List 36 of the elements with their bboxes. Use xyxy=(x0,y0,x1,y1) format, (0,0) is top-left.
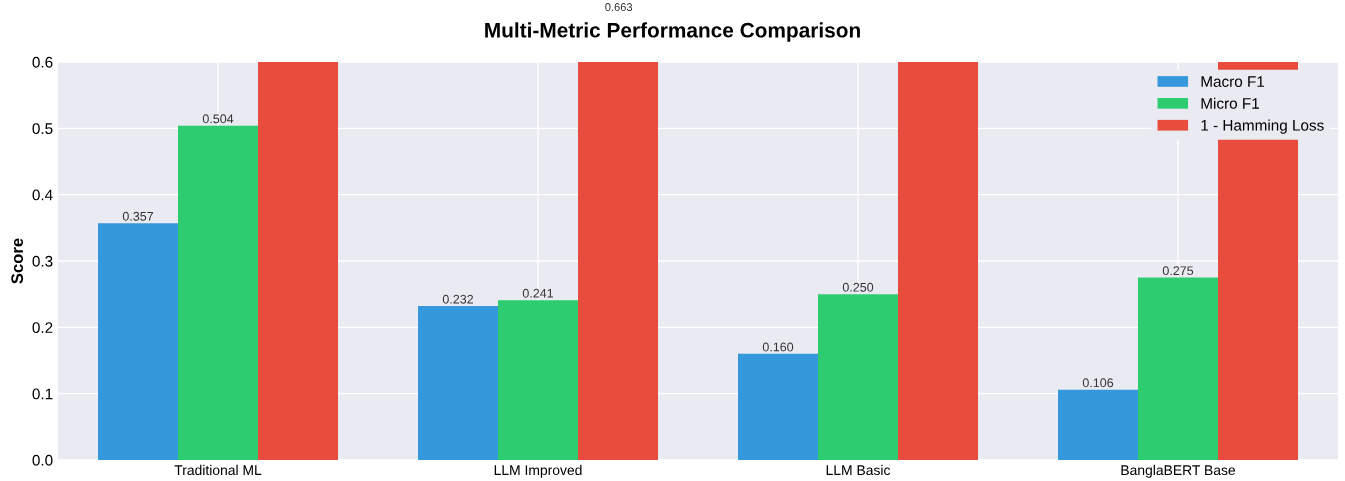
data-label: 0.357 xyxy=(122,211,154,221)
bar xyxy=(1058,389,1138,460)
x-tick-label: LLM Basic xyxy=(826,464,891,476)
bar xyxy=(98,223,178,460)
bar xyxy=(418,306,498,460)
y-axis-title: Score xyxy=(11,238,24,284)
bar xyxy=(818,294,898,460)
bar xyxy=(578,62,658,460)
data-label: 0.106 xyxy=(1082,378,1114,388)
y-tick-label: 0.4 xyxy=(32,189,53,201)
bar xyxy=(498,300,578,460)
data-label: 0.504 xyxy=(202,114,234,124)
data-label: 0.275 xyxy=(1162,266,1194,276)
y-tick-label: 0.1 xyxy=(32,388,53,400)
y-tick-label: 0.6 xyxy=(32,56,53,68)
data-label: 0.160 xyxy=(762,342,794,352)
bar xyxy=(1138,277,1218,460)
y-tick-label: 0.5 xyxy=(32,123,53,135)
chart-title: Multi-Metric Performance Comparison xyxy=(485,22,860,42)
bar xyxy=(258,62,338,460)
bar xyxy=(738,353,818,460)
y-tick-label: 0.2 xyxy=(32,322,53,334)
text: 0.663 xyxy=(605,3,633,11)
y-tick-label: 0.3 xyxy=(32,255,53,267)
legend-label: Micro F1 xyxy=(1201,97,1259,109)
y-tick-label: 0.0 xyxy=(32,454,53,466)
data-label: 0.232 xyxy=(442,294,474,304)
legend-label: Macro F1 xyxy=(1201,76,1265,87)
data-label: 0.241 xyxy=(522,288,554,298)
x-tick-label: BanglaBERT Base xyxy=(1121,464,1236,478)
bar xyxy=(178,125,258,460)
legend-label: 1 - Hamming Loss xyxy=(1201,119,1324,134)
x-tick-label: LLM Improved xyxy=(494,464,582,478)
bar xyxy=(898,62,978,460)
x-tick-label: Traditional ML xyxy=(174,464,262,476)
data-label: 0.250 xyxy=(842,282,874,292)
